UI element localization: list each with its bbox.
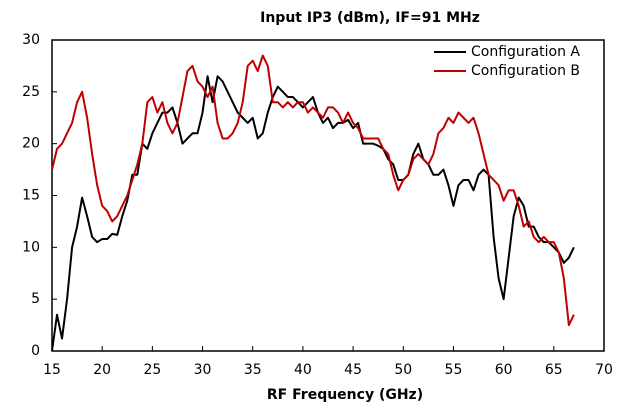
x-tick-label: 15 xyxy=(43,362,61,378)
x-tick-label: 40 xyxy=(294,362,312,378)
series-line xyxy=(51,54,575,327)
x-axis-label: RF Frequency (GHz) xyxy=(267,387,423,403)
y-tick-label: 25 xyxy=(22,84,40,100)
series-line xyxy=(51,75,575,352)
x-tick-label: 70 xyxy=(595,362,613,378)
legend-box xyxy=(430,41,603,83)
x-tick-label: 60 xyxy=(495,362,513,378)
x-tick-label: 35 xyxy=(244,362,262,378)
legend-label: Configuration B xyxy=(471,63,580,79)
x-tick-label: 30 xyxy=(194,362,212,378)
y-tick-label: 20 xyxy=(22,136,40,152)
plot-frame xyxy=(51,39,605,352)
x-tick-label: 50 xyxy=(394,362,412,378)
x-tick-label: 20 xyxy=(93,362,111,378)
y-tick-label: 10 xyxy=(22,239,40,255)
x-tick-label: 55 xyxy=(445,362,463,378)
y-tick-label: 15 xyxy=(22,188,40,204)
y-tick-label: 30 xyxy=(22,32,40,48)
x-tick-label: 65 xyxy=(545,362,563,378)
x-tick-label: 25 xyxy=(143,362,161,378)
y-tick-label: 0 xyxy=(31,343,40,359)
chart-title: Input IP3 (dBm), IF=91 MHz xyxy=(260,10,480,26)
x-tick-label: 45 xyxy=(344,362,362,378)
y-tick-label: 5 xyxy=(31,291,40,307)
legend-label: Configuration A xyxy=(471,44,580,60)
